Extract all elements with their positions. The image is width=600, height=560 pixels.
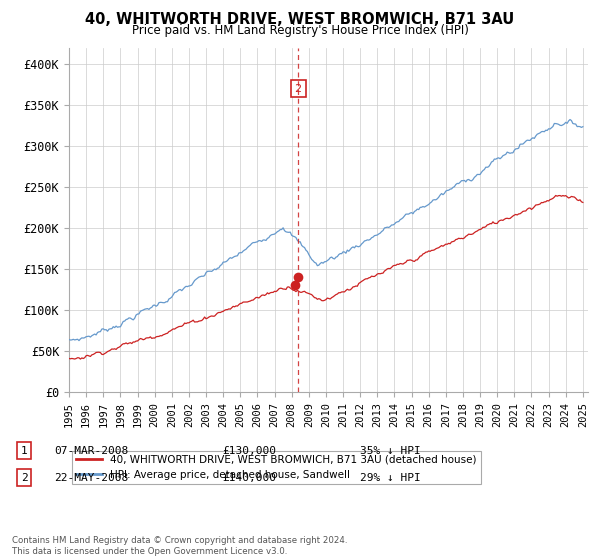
Text: 2: 2 bbox=[20, 473, 28, 483]
Text: 40, WHITWORTH DRIVE, WEST BROMWICH, B71 3AU: 40, WHITWORTH DRIVE, WEST BROMWICH, B71 … bbox=[85, 12, 515, 27]
Text: 22-MAY-2008: 22-MAY-2008 bbox=[54, 473, 128, 483]
Text: 35% ↓ HPI: 35% ↓ HPI bbox=[360, 446, 421, 456]
Text: Contains HM Land Registry data © Crown copyright and database right 2024.
This d: Contains HM Land Registry data © Crown c… bbox=[12, 536, 347, 556]
Text: 07-MAR-2008: 07-MAR-2008 bbox=[54, 446, 128, 456]
Text: £140,000: £140,000 bbox=[222, 473, 276, 483]
Text: Price paid vs. HM Land Registry's House Price Index (HPI): Price paid vs. HM Land Registry's House … bbox=[131, 24, 469, 36]
Text: 29% ↓ HPI: 29% ↓ HPI bbox=[360, 473, 421, 483]
Legend: 40, WHITWORTH DRIVE, WEST BROMWICH, B71 3AU (detached house), HPI: Average price: 40, WHITWORTH DRIVE, WEST BROMWICH, B71 … bbox=[71, 451, 481, 484]
Text: £130,000: £130,000 bbox=[222, 446, 276, 456]
Text: 2: 2 bbox=[295, 83, 302, 94]
Text: 1: 1 bbox=[20, 446, 28, 456]
